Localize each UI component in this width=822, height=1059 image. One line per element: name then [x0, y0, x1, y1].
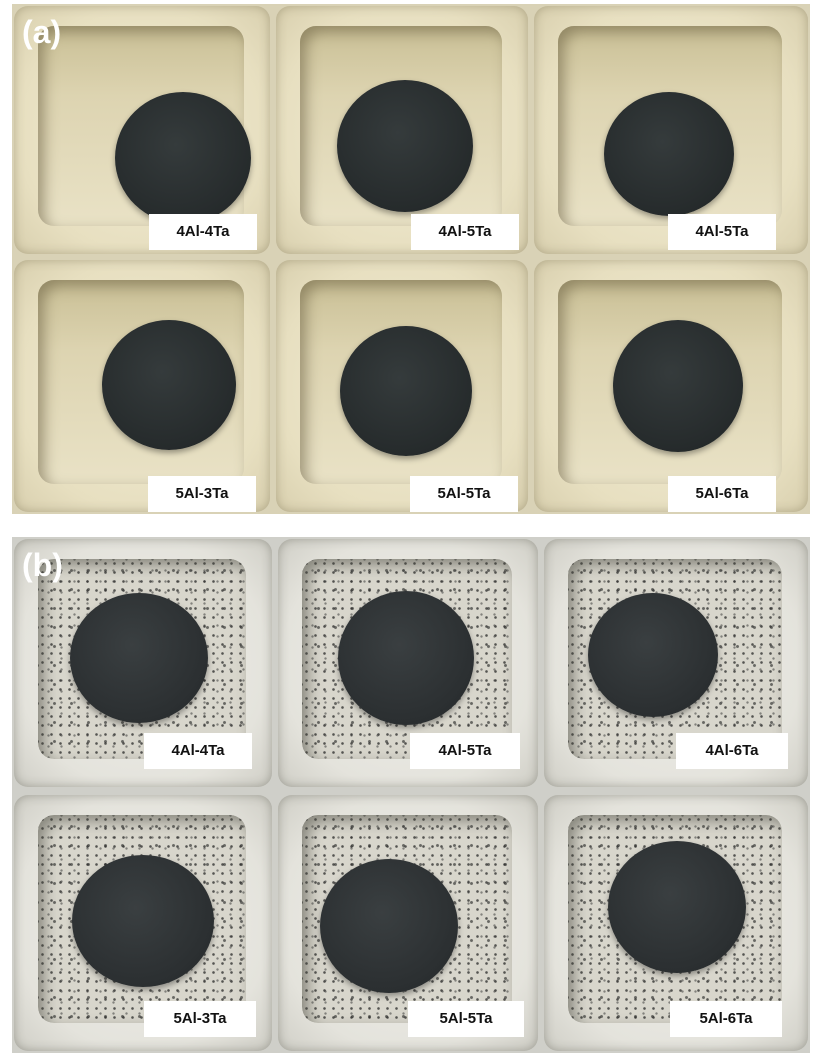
sample-pellet: [337, 80, 473, 212]
crucible-cell: 5Al-3Ta: [12, 793, 274, 1053]
sample-label: 4Al-5Ta: [410, 733, 520, 769]
sample-label: 5Al-5Ta: [410, 476, 518, 512]
crucible-cell: 4Al-5Ta: [532, 4, 810, 256]
crucible-cell: 4Al-5Ta: [276, 537, 540, 789]
sample-pellet: [115, 92, 251, 224]
sample-pellet: [604, 92, 734, 216]
crucible-cell: 4Al-5Ta: [274, 4, 530, 256]
sample-label: 4Al-4Ta: [144, 733, 252, 769]
photo-panel-a: 4Al-4Ta 4Al-5Ta 4Al-5Ta 5Al-3Ta 5Al-5Ta …: [12, 4, 810, 514]
sample-pellet: [338, 591, 474, 725]
sample-pellet: [608, 841, 746, 973]
photo-panel-b: 4Al-4Ta 4Al-5Ta 4Al-6Ta 5Al-3Ta 5Al-5Ta …: [12, 537, 810, 1053]
crucible-cell: 4Al-4Ta: [12, 537, 274, 789]
crucible-cell: 5Al-5Ta: [274, 258, 530, 514]
crucible-cell: 5Al-5Ta: [276, 793, 540, 1053]
sample-pellet: [588, 593, 718, 717]
sample-label: 5Al-3Ta: [144, 1001, 256, 1037]
sample-label: 4Al-5Ta: [668, 214, 776, 250]
crucible-cell: 5Al-6Ta: [532, 258, 810, 514]
sample-label: 5Al-3Ta: [148, 476, 256, 512]
sample-label: 4Al-5Ta: [411, 214, 519, 250]
crucible-cell: 4Al-6Ta: [542, 537, 810, 789]
sample-pellet: [72, 855, 214, 987]
panel-tag: (b): [22, 547, 63, 583]
sample-label: 5Al-6Ta: [670, 1001, 782, 1037]
crucible-cell: 5Al-3Ta: [12, 258, 272, 514]
sample-pellet: [320, 859, 458, 993]
sample-label: 4Al-6Ta: [676, 733, 788, 769]
sample-pellet: [340, 326, 472, 456]
crucible-cell: 5Al-6Ta: [542, 793, 810, 1053]
sample-pellet: [102, 320, 236, 450]
sample-pellet: [613, 320, 743, 452]
sample-label: 5Al-5Ta: [408, 1001, 524, 1037]
sample-pellet: [70, 593, 208, 723]
sample-label: 4Al-4Ta: [149, 214, 257, 250]
sample-label: 5Al-6Ta: [668, 476, 776, 512]
crucible-cell: 4Al-4Ta: [12, 4, 272, 256]
panel-tag: (a): [22, 14, 62, 50]
